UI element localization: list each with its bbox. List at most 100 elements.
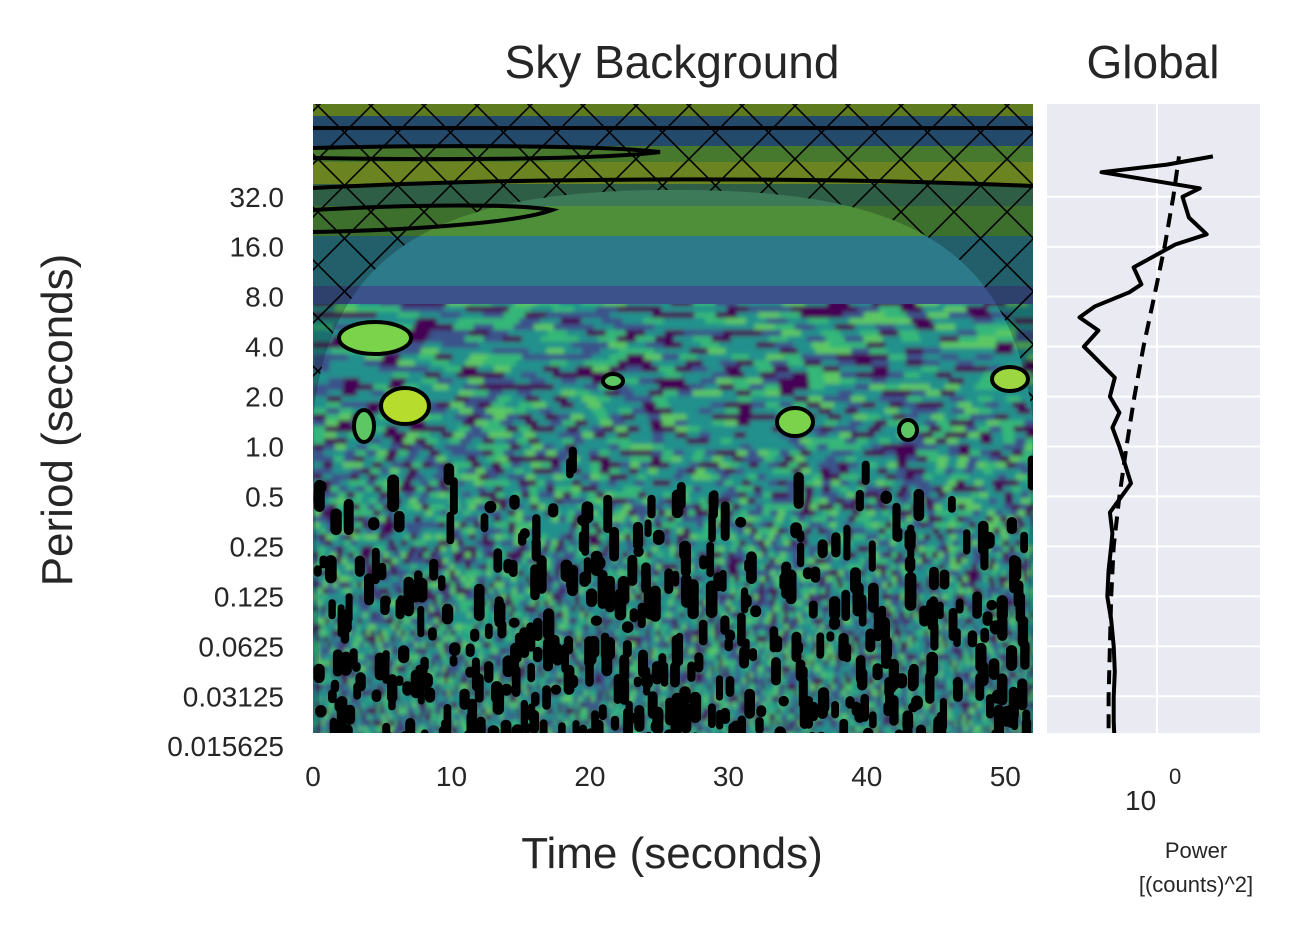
heatmap-cell: [523, 468, 534, 475]
heatmap-cell: [1025, 564, 1032, 571]
heatmap-cell: [346, 588, 352, 595]
heatmap-cell: [433, 498, 443, 505]
heatmap-cell: [778, 546, 786, 553]
heatmap-cell: [367, 612, 372, 619]
heatmap-cell: [441, 528, 449, 535]
heatmap-cell: [394, 432, 408, 439]
heatmap-cell: [654, 570, 661, 577]
heatmap-cell: [459, 552, 466, 559]
heatmap-cell: [563, 618, 569, 625]
heatmap-cell: [1001, 570, 1008, 577]
heatmap-cell: [567, 360, 585, 367]
heatmap-cell: [487, 594, 493, 601]
heatmap-cell: [899, 618, 905, 625]
heatmap-cell: [386, 582, 393, 589]
heatmap-cell: [847, 618, 852, 625]
heatmap-cell: [553, 324, 575, 331]
heatmap-cell: [618, 438, 631, 445]
heatmap-cell: [385, 546, 393, 553]
heatmap-cell: [508, 528, 516, 535]
heatmap-cell: [433, 444, 446, 451]
heatmap-cell: [885, 606, 891, 613]
heatmap-cell: [383, 612, 389, 619]
heatmap-cell: [961, 552, 968, 559]
heatmap-cell: [568, 624, 573, 631]
heatmap-cell: [574, 354, 593, 361]
heatmap-cell: [522, 510, 531, 517]
heatmap-cell: [369, 396, 385, 403]
heatmap-cell: [993, 354, 1011, 361]
heatmap-cell: [940, 390, 956, 397]
heatmap-cell: [410, 330, 431, 337]
heatmap-cell: [596, 624, 601, 631]
heatmap-cell: [320, 522, 328, 529]
heatmap-cell: [987, 564, 994, 571]
heatmap-cell: [612, 576, 619, 583]
heatmap-cell: [770, 540, 778, 547]
heatmap-cell: [787, 318, 809, 325]
heatmap-cell: [847, 486, 858, 493]
heatmap-cell: [1023, 576, 1030, 583]
heatmap-cell: [538, 498, 547, 505]
heatmap-cell: [967, 552, 974, 559]
heatmap-cell: [992, 396, 1007, 403]
heatmap-cell: [539, 408, 553, 415]
heatmap-cell: [381, 582, 388, 589]
heatmap-cell: [724, 468, 735, 475]
heatmap-cell: [521, 576, 527, 583]
heatmap-cell: [980, 450, 992, 457]
heatmap-cell: [551, 594, 557, 601]
heatmap-cell: [628, 384, 645, 391]
heatmap-cell: [584, 612, 589, 619]
heatmap-cell: [403, 558, 410, 565]
heatmap-cell: [782, 606, 787, 613]
heatmap-cell: [461, 450, 473, 457]
heatmap-cell: [764, 558, 771, 565]
heatmap-cell: [733, 540, 740, 547]
heatmap-cell: [325, 426, 338, 433]
heatmap-cell: [1026, 528, 1033, 535]
heatmap-cell: [525, 420, 539, 427]
heatmap-cell: [863, 588, 869, 595]
heatmap-cell: [547, 534, 555, 541]
heatmap-cell: [453, 552, 460, 559]
heatmap-cell: [557, 600, 563, 607]
heatmap-cell: [612, 570, 619, 577]
heatmap-cell: [421, 516, 430, 523]
heatmap-cell: [1016, 462, 1027, 469]
heatmap-cell: [533, 360, 551, 367]
heatmap-cell: [563, 582, 569, 589]
heatmap-cell: [545, 588, 551, 595]
heatmap-cell: [691, 366, 709, 373]
heatmap-cell: [677, 600, 683, 607]
heatmap-cell: [946, 492, 956, 499]
heatmap-cell: [1009, 612, 1015, 619]
heatmap-cell: [972, 546, 980, 553]
heatmap-cell: [921, 540, 929, 547]
heatmap-cell: [840, 378, 857, 385]
heatmap-cell: [472, 372, 490, 379]
heatmap-cell: [890, 318, 912, 325]
heatmap-cell: [918, 414, 932, 421]
heatmap-cell: [787, 492, 797, 499]
heatmap-cell: [697, 402, 712, 409]
heatmap-cell: [1011, 468, 1022, 475]
heatmap-cell: [590, 510, 599, 517]
heatmap-cell: [313, 390, 329, 397]
heatmap-cell: [397, 558, 404, 565]
heatmap-cell: [935, 372, 953, 379]
heatmap-cell: [561, 600, 567, 607]
heatmap-cell: [356, 306, 379, 313]
heatmap-cell: [801, 522, 810, 529]
heatmap-cell: [379, 546, 387, 553]
heatmap-cell: [696, 516, 705, 523]
heatmap-cell: [464, 480, 475, 487]
heatmap-cell: [546, 450, 558, 457]
heatmap-cell: [814, 618, 820, 625]
heatmap-cell: [801, 600, 807, 607]
heatmap-cell: [679, 462, 690, 469]
heatmap-cell: [445, 408, 460, 415]
heatmap-cell: [935, 468, 946, 475]
heatmap-cell: [882, 336, 903, 343]
heatmap-cell: [445, 576, 451, 583]
